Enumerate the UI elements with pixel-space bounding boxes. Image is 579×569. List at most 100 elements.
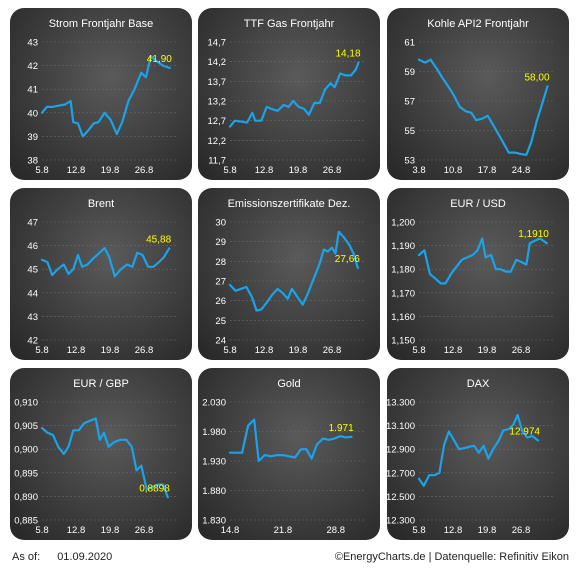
y-tick-label: 41 xyxy=(27,85,38,96)
x-tick-label: 19.8 xyxy=(478,345,497,356)
x-tick-label: 19.8 xyxy=(101,165,120,176)
chart-panel: EUR / USD 1,200 1,190 1,180 1,170 1,160 1,150 5… xyxy=(387,188,569,360)
chart-grid: Strom Frontjahr Base 43 42 41 40 39 38 5.8 12.8 1… xyxy=(10,8,569,540)
chart-title: EUR / USD xyxy=(450,198,506,210)
x-tick-label: 19.8 xyxy=(101,345,120,356)
series-line xyxy=(228,418,353,463)
series-line xyxy=(228,230,359,312)
as-of-date: 01.09.2020 xyxy=(57,551,113,563)
last-value-label: 14,18 xyxy=(335,48,360,59)
y-tick-label: 12.900 xyxy=(387,445,415,456)
last-value-label: 41,90 xyxy=(147,54,172,65)
x-tick-label: 5.8 xyxy=(412,345,425,356)
y-tick-label: 61 xyxy=(404,38,415,49)
y-tick-label: 1,170 xyxy=(391,288,415,299)
series-line xyxy=(40,417,169,499)
y-tick-label: 25 xyxy=(215,316,226,327)
y-tick-label: 55 xyxy=(404,126,415,137)
x-tick-label: 5.8 xyxy=(35,345,48,356)
x-tick-label: 26.8 xyxy=(323,165,342,176)
chart-svg: DAX 13.300 13.100 12.900 12.700 12.500 12.3005… xyxy=(387,378,555,536)
chart-svg: Brent 47 46 45 44 43 425.8 12.8 19.8 26.8 45,88 xyxy=(27,198,178,356)
y-tick-label: 24 xyxy=(215,336,226,347)
chart-title: TTF Gas Frontjahr xyxy=(244,18,335,30)
x-tick-label: 19.8 xyxy=(101,525,120,536)
y-tick-label: 0,895 xyxy=(14,468,38,479)
x-tick-label: 24.8 xyxy=(512,165,531,176)
x-tick-label: 12.8 xyxy=(67,345,86,356)
x-tick-label: 5.8 xyxy=(412,525,425,536)
x-tick-label: 10.8 xyxy=(444,165,463,176)
chart-svg: TTF Gas Frontjahr 14,7 14,2 13,7 13,2 12,7 12,… xyxy=(208,18,366,176)
y-tick-label: 12.300 xyxy=(387,516,415,527)
as-of-label: As of: xyxy=(12,551,41,563)
chart-svg: Strom Frontjahr Base 43 42 41 40 39 385.8 12.8 1… xyxy=(27,18,178,176)
x-tick-label: 12.8 xyxy=(444,345,463,356)
y-tick-label: 45 xyxy=(27,265,38,276)
x-tick-label: 12.8 xyxy=(67,165,86,176)
y-tick-label: 26 xyxy=(215,296,226,307)
y-tick-label: 38 xyxy=(27,156,38,167)
chart-panel: DAX 13.300 13.100 12.900 12.700 12.500 12.300 5… xyxy=(387,368,569,540)
chart-svg: Kohle API2 Frontjahr 61 59 57 55 533.8 10.8 17.… xyxy=(404,18,555,176)
series-line xyxy=(228,61,360,128)
chart-title: Emissionszertifikate Dez. xyxy=(228,198,351,210)
y-tick-label: 14,7 xyxy=(208,38,227,49)
y-tick-label: 13.300 xyxy=(387,398,415,409)
y-tick-label: 12.700 xyxy=(387,468,415,479)
chart-panel: TTF Gas Frontjahr 14,7 14,2 13,7 13,2 12,7 12,… xyxy=(198,8,380,180)
chart-title: Brent xyxy=(88,198,114,210)
y-tick-label: 1,160 xyxy=(391,312,415,323)
x-tick-label: 12.8 xyxy=(255,345,274,356)
chart-panel: Emissionszertifikate Dez. 30 29 28 27 26 25 24 5… xyxy=(198,188,380,360)
x-tick-label: 5.8 xyxy=(223,345,236,356)
y-tick-label: 57 xyxy=(404,97,415,108)
last-value-label: 1,1910 xyxy=(518,229,549,240)
y-tick-label: 12.500 xyxy=(387,492,415,503)
x-tick-label: 5.8 xyxy=(35,525,48,536)
y-tick-label: 13.100 xyxy=(387,421,415,432)
x-tick-label: 5.8 xyxy=(223,165,236,176)
y-tick-label: 13,7 xyxy=(208,77,227,88)
x-tick-label: 26.8 xyxy=(512,525,531,536)
y-tick-label: 27 xyxy=(215,277,226,288)
x-tick-label: 26.8 xyxy=(135,525,154,536)
series-line xyxy=(40,246,171,278)
y-tick-label: 1.880 xyxy=(202,486,226,497)
series-line xyxy=(417,58,549,156)
chart-panel: Gold 2.030 1.980 1.930 1.880 1.830 14.8 21.8 28.… xyxy=(198,368,380,540)
last-value-label: 0,8898 xyxy=(139,483,170,494)
y-tick-label: 42 xyxy=(27,336,38,347)
y-tick-label: 12,2 xyxy=(208,136,227,147)
x-tick-label: 14.8 xyxy=(221,525,240,536)
series-line xyxy=(417,237,548,285)
source-credit: ©EnergyCharts.de | Datenquelle: Refiniti… xyxy=(334,551,569,563)
y-tick-label: 40 xyxy=(27,108,38,119)
chart-title: Strom Frontjahr Base xyxy=(49,18,154,30)
x-tick-label: 17.8 xyxy=(478,165,497,176)
y-tick-label: 43 xyxy=(27,38,38,49)
y-tick-label: 14,2 xyxy=(208,57,227,68)
chart-title: EUR / GBP xyxy=(73,378,129,390)
chart-svg: EUR / USD 1,200 1,190 1,180 1,170 1,160 1,1505… xyxy=(391,198,555,356)
as-of: As of: 01.09.2020 xyxy=(12,551,112,563)
y-tick-label: 13,2 xyxy=(208,97,227,108)
y-tick-label: 30 xyxy=(215,218,226,229)
y-tick-label: 29 xyxy=(215,237,226,248)
chart-panel: Brent 47 46 45 44 43 42 5.8 12.8 19.8 26.8 45,88 xyxy=(10,188,192,360)
y-tick-label: 1.930 xyxy=(202,457,226,468)
y-tick-label: 44 xyxy=(27,288,38,299)
chart-title: Kohle API2 Frontjahr xyxy=(427,18,529,30)
chart-svg: Emissionszertifikate Dez.30 29 28 27 26 25 245… xyxy=(215,198,366,356)
y-tick-label: 1.830 xyxy=(202,516,226,527)
last-value-label: 12.974 xyxy=(509,426,540,437)
x-tick-label: 26.8 xyxy=(135,165,154,176)
last-value-label: 45,88 xyxy=(146,234,171,245)
y-tick-label: 1,200 xyxy=(391,218,415,229)
x-tick-label: 12.8 xyxy=(255,165,274,176)
x-tick-label: 12.8 xyxy=(67,525,86,536)
y-tick-label: 53 xyxy=(404,156,415,167)
y-tick-label: 2.030 xyxy=(202,398,226,409)
y-tick-label: 1,180 xyxy=(391,265,415,276)
